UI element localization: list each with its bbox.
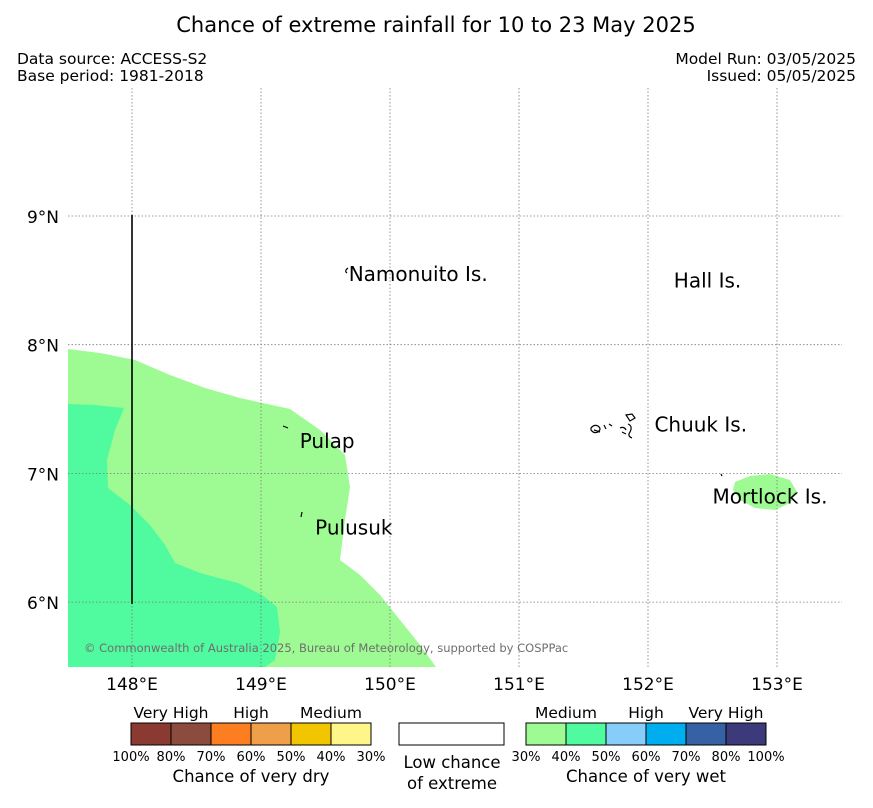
mortlock-island-shape (720, 473, 723, 477)
legend-swatch (170, 722, 212, 746)
legend-tick-label: 70% (672, 750, 701, 765)
legend-swatch (290, 722, 332, 746)
legend-swatch (130, 722, 172, 746)
legend-level-label: Very High (688, 704, 763, 722)
legend: 100% 80% 70% 60% 50% 40% 30% Very High High Mediu… (112, 704, 784, 793)
legend-level-label: Medium (300, 704, 362, 722)
pulap-island-shape (282, 425, 289, 429)
legend-tick-label: 50% (592, 750, 621, 765)
legend-tick-label: 40% (552, 750, 581, 765)
legend-swatch (645, 722, 687, 746)
lon-tick-label: 148°E (106, 675, 158, 695)
legend-tick-label: 80% (157, 750, 186, 765)
legend-swatch (605, 722, 647, 746)
legend-tick-label: 30% (512, 750, 541, 765)
copyright-notice: © Commonwealth of Australia 2025, Bureau… (84, 641, 568, 655)
legend-swatch (250, 722, 292, 746)
island-shapes (282, 267, 723, 518)
data-source-label: Data source: ACCESS-S2 (17, 50, 207, 68)
dry-legend: 100% 80% 70% 60% 50% 40% 30% Very High High Mediu… (112, 704, 385, 786)
place-labels: Namonuito Is. Hall Is. Pulap Chuuk Is. Mortl… (300, 262, 828, 540)
lon-tick-label: 149°E (235, 675, 287, 695)
legend-level-label: Medium (535, 704, 597, 722)
wet-40-50-region (68, 404, 280, 667)
legend-tick-label: 80% (712, 750, 741, 765)
legend-level-label: High (233, 704, 269, 722)
latitude-tick-labels: 9°N 8°N 7°N 6°N (27, 208, 59, 614)
lat-tick-label: 6°N (27, 594, 59, 614)
model-run-label: Model Run: 03/05/2025 (675, 50, 856, 68)
legend-swatch (210, 722, 252, 746)
legend-swatch (725, 722, 767, 746)
legend-swatch (565, 722, 607, 746)
low-chance-swatch (398, 722, 505, 746)
legend-level-label: Very High (133, 704, 208, 722)
legend-swatch (685, 722, 727, 746)
legend-tick-label: 30% (357, 750, 386, 765)
place-label: Namonuito Is. (349, 262, 488, 286)
legend-level-label: High (628, 704, 664, 722)
legend-tick-label: 40% (317, 750, 346, 765)
legend-caption: Chance of very wet (566, 767, 727, 786)
place-label: Hall Is. (674, 268, 741, 292)
low-chance-line1: Low chance (403, 753, 500, 772)
issued-label: Issued: 05/05/2025 (707, 67, 856, 85)
wet-legend: 30% 40% 50% 60% 70% 80% 100% Medium High Very Hig… (512, 704, 785, 786)
chuuk-islands-shape (590, 413, 636, 439)
base-period-label: Base period: 1981-2018 (17, 67, 204, 85)
lon-tick-label: 151°E (493, 675, 545, 695)
low-chance-legend: Low chance of extreme (398, 722, 505, 793)
lon-tick-label: 152°E (622, 675, 674, 695)
low-chance-line2: of extreme (407, 774, 497, 793)
legend-swatch (330, 722, 372, 746)
map-gridlines (68, 88, 842, 667)
map-area: Namonuito Is. Hall Is. Pulap Chuuk Is. Mortl… (68, 88, 842, 667)
place-label: Mortlock Is. (713, 485, 828, 509)
namonuito-island-shape (345, 267, 349, 274)
lat-tick-label: 8°N (27, 337, 59, 357)
place-label: Pulap (300, 429, 355, 453)
legend-tick-label: 100% (112, 750, 149, 765)
place-label: Pulusuk (315, 515, 393, 539)
mortlock-wet-patch (733, 474, 797, 510)
legend-tick-label: 60% (632, 750, 661, 765)
pulusuk-island-shape (300, 511, 303, 518)
legend-swatch (525, 722, 567, 746)
legend-tick-label: 60% (237, 750, 266, 765)
lon-tick-label: 150°E (364, 675, 416, 695)
lat-tick-label: 7°N (27, 465, 59, 485)
longitude-tick-labels: 148°E 149°E 150°E 151°E 152°E 153°E (106, 675, 803, 695)
legend-tick-label: 100% (747, 750, 784, 765)
lat-tick-label: 9°N (27, 208, 59, 228)
legend-tick-label: 70% (197, 750, 226, 765)
legend-tick-label: 50% (277, 750, 306, 765)
place-label: Chuuk Is. (654, 412, 747, 436)
chart-title: Chance of extreme rainfall for 10 to 23 … (176, 13, 695, 37)
lon-tick-label: 153°E (751, 675, 803, 695)
legend-caption: Chance of very dry (173, 767, 330, 786)
